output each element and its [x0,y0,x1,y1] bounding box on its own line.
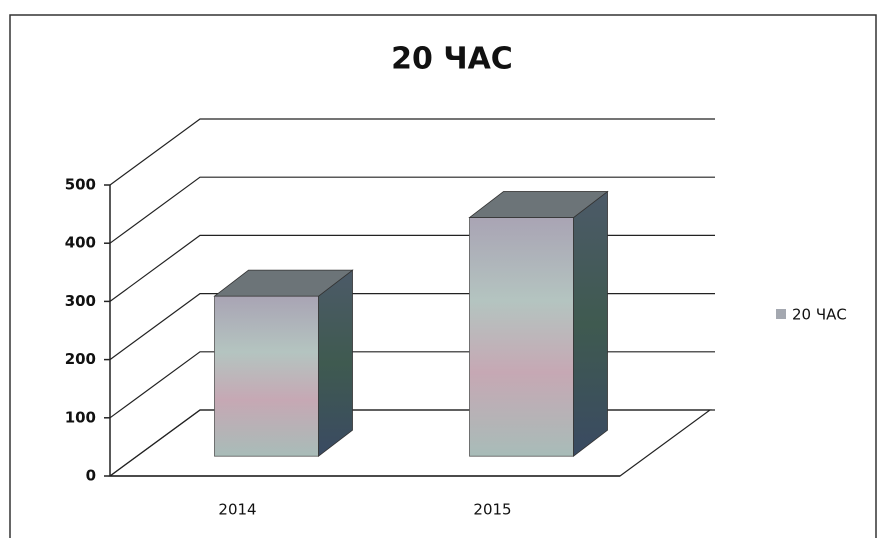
floor [108,409,712,477]
bar-top [468,191,609,218]
x-tick-label: 2014 [218,501,256,519]
grid-line [109,118,715,186]
y-tick-label: 0 [86,467,96,485]
grid-line [109,176,715,244]
grid-line [109,409,715,477]
bar [469,217,574,457]
bar-side [573,190,608,458]
grid-line [109,293,715,361]
y-tick-label: 100 [65,408,96,426]
bar-top [213,269,354,297]
y-tick-label: 500 [65,176,96,194]
grid-line [109,234,715,302]
bar [214,295,319,457]
legend-swatch [776,309,786,319]
y-tick-label: 300 [65,292,96,310]
legend-label: 20 ЧАС [792,306,847,324]
grid-line [109,351,715,419]
x-tick-label: 2015 [473,501,511,519]
bar-side [318,269,353,458]
chart-title: 20 ЧАС [391,42,513,77]
chart-frame [9,14,877,538]
y-tick-label: 200 [65,350,96,368]
y-tick-label: 400 [65,234,96,252]
